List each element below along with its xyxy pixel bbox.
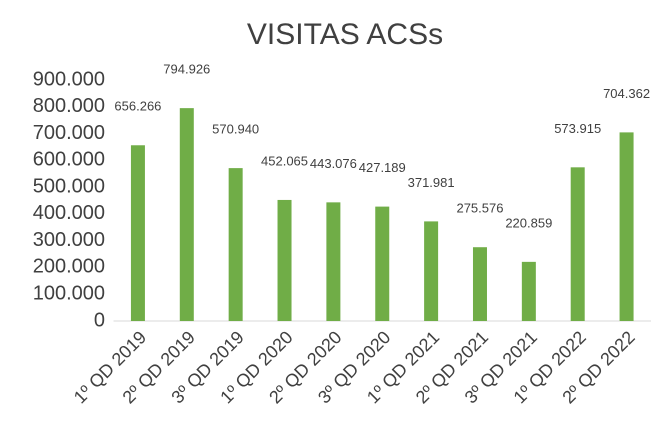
bar bbox=[375, 206, 390, 321]
y-tick-label: 100.000 bbox=[33, 283, 105, 305]
bar bbox=[326, 202, 341, 321]
bar bbox=[619, 132, 634, 321]
value-label: 452.065 bbox=[261, 153, 308, 168]
y-tick-label: 200.000 bbox=[33, 256, 105, 278]
value-label: 275.576 bbox=[456, 201, 503, 216]
y-tick-label: 800.000 bbox=[33, 95, 105, 117]
value-label: 573.915 bbox=[554, 121, 601, 136]
y-tick-label: 500.000 bbox=[33, 175, 105, 197]
y-tick-label: 900.000 bbox=[33, 68, 105, 90]
value-label: 371.981 bbox=[408, 175, 455, 190]
y-tick-label: 400.000 bbox=[33, 202, 105, 224]
bar bbox=[277, 199, 292, 321]
bar bbox=[521, 261, 536, 321]
y-tick-label: 300.000 bbox=[33, 229, 105, 251]
chart-title: VISITAS ACSs bbox=[247, 18, 443, 51]
bar bbox=[179, 108, 194, 322]
bar bbox=[424, 221, 439, 321]
value-label: 656.266 bbox=[114, 99, 161, 114]
bar bbox=[472, 247, 487, 321]
value-label: 704.362 bbox=[603, 86, 650, 101]
y-tick-label: 600.000 bbox=[33, 149, 105, 171]
value-label: 570.940 bbox=[212, 122, 259, 137]
value-label: 794.926 bbox=[163, 62, 210, 77]
y-tick-label: 700.000 bbox=[33, 122, 105, 144]
y-tick-label: 0 bbox=[94, 309, 105, 331]
bar bbox=[228, 168, 243, 321]
value-label: 427.189 bbox=[359, 160, 406, 175]
value-label: 220.859 bbox=[505, 215, 552, 230]
bar bbox=[570, 167, 585, 321]
value-label: 443.076 bbox=[310, 156, 357, 171]
bar bbox=[130, 145, 145, 321]
